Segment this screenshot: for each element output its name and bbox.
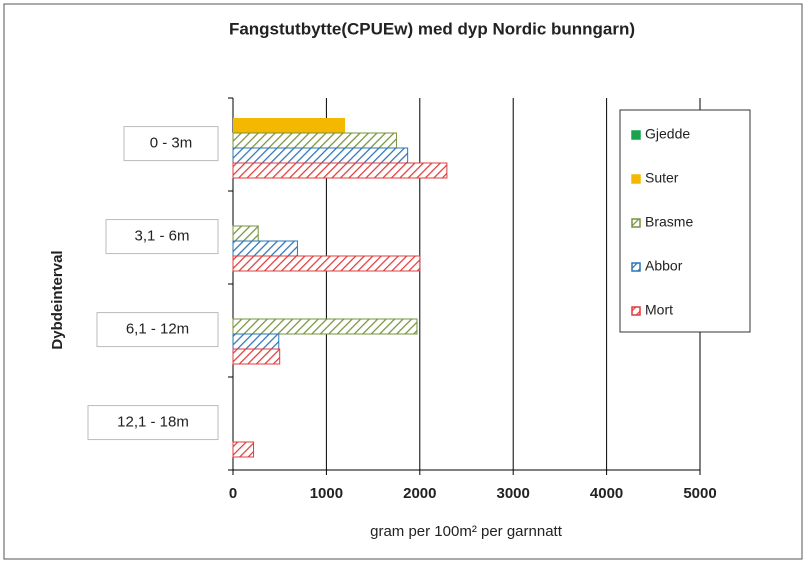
legend-swatch [631,262,641,272]
x-tick-label: 3000 [497,485,530,502]
bar [232,333,280,350]
legend-label: Abbor [645,258,683,274]
bar [232,240,298,257]
x-tick-label: 4000 [590,485,623,502]
legend-swatch [631,306,641,316]
legend-label: Suter [645,170,679,186]
legend-label: Brasme [645,214,693,230]
legend-swatch [631,174,641,184]
y-axis-title: Dybdeinterval [49,250,66,349]
bar [232,441,255,458]
category-box [123,126,219,162]
category-box [96,312,219,348]
bar [232,318,418,335]
bar [232,348,281,365]
x-axis-title: gram per 100m² per garnnatt [370,523,563,540]
bar [232,147,409,164]
bar [232,132,397,149]
x-tick-label: 0 [229,485,237,502]
bar [233,118,346,133]
bar [232,162,448,179]
y-tick-label: 6,1 - 12m [126,321,189,338]
legend-swatch [631,218,641,228]
y-tick-label: 3,1 - 6m [134,228,189,245]
x-tick-label: 5000 [683,485,716,502]
y-tick-label: 0 - 3m [150,135,193,152]
x-tick-label: 2000 [403,485,436,502]
bar [232,255,421,272]
bar [232,225,259,242]
category-box [87,405,219,441]
legend-box [619,109,751,333]
legend-swatch [631,130,641,140]
x-tick-label: 1000 [310,485,343,502]
category-box [105,219,219,255]
legend-label: Gjedde [645,126,690,142]
legend-label: Mort [645,302,673,318]
chart-title: Fangstutbytte(CPUEw) med dyp Nordic bunn… [229,19,635,38]
y-tick-label: 12,1 - 18m [117,414,189,431]
